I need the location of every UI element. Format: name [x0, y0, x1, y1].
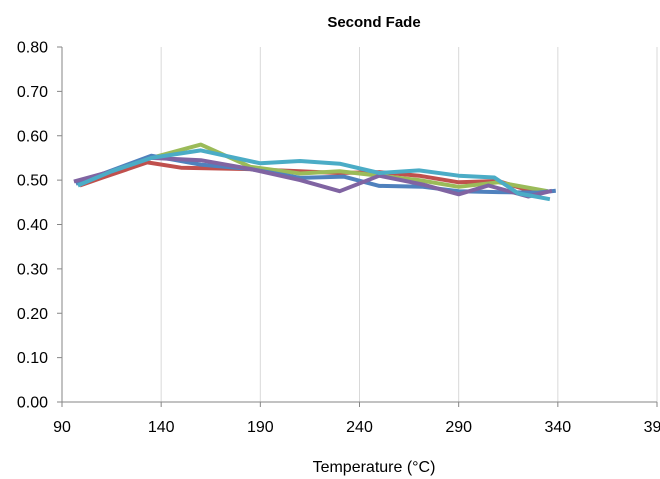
x-tick-label: 290	[445, 419, 472, 436]
y-tick-label: 0.00	[17, 395, 48, 412]
y-tick-label: 0.20	[17, 306, 48, 323]
y-tick-label: 0.80	[17, 40, 48, 57]
y-tick-label: 0.10	[17, 350, 48, 367]
tick-labels: 0.00 0.10 0.20 0.30 0.40 0.50 0.60 0.70 0.80 90 14…	[17, 40, 660, 437]
series-lines	[74, 145, 556, 200]
y-tick-label: 0.40	[17, 217, 48, 234]
y-tick-label: 0.70	[17, 84, 48, 101]
x-tick-label: 240	[346, 419, 373, 436]
x-axis-label: Temperature (°C)	[313, 459, 436, 476]
y-tick-label: 0.50	[17, 173, 48, 190]
x-tick-label: 190	[247, 419, 274, 436]
tick-marks	[57, 47, 657, 407]
y-tick-label: 0.30	[17, 261, 48, 278]
y-tick-label: 0.60	[17, 128, 48, 145]
grid	[161, 47, 657, 402]
x-tick-label: 90	[53, 419, 71, 436]
x-tick-label: 140	[148, 419, 175, 436]
chart-title: Second Fade	[327, 14, 420, 31]
x-tick-label: 340	[544, 419, 571, 436]
x-tick-label: 390	[644, 419, 660, 436]
